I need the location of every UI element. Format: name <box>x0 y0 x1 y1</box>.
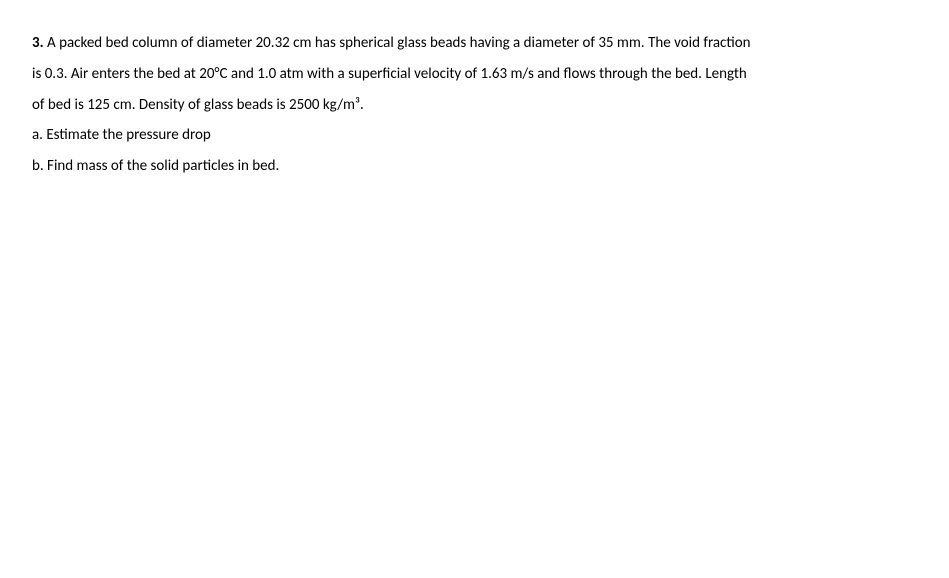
problem-line-3: of bed is 125 cm. Density of glass beads… <box>32 90 917 121</box>
problem-container: 3. A packed bed column of diameter 20.32… <box>32 28 917 182</box>
problem-line-1: 3. A packed bed column of diameter 20.32… <box>32 28 917 59</box>
problem-line-2: is 0.3. Air enters the bed at 20°C and 1… <box>32 59 917 90</box>
problem-part-b: b. Find mass of the solid particles in b… <box>32 151 917 182</box>
problem-number: 3. <box>32 34 44 52</box>
problem-part-a: a. Estimate the pressure drop <box>32 120 917 151</box>
problem-line-1-text: A packed bed column of diameter 20.32 cm… <box>44 34 751 52</box>
